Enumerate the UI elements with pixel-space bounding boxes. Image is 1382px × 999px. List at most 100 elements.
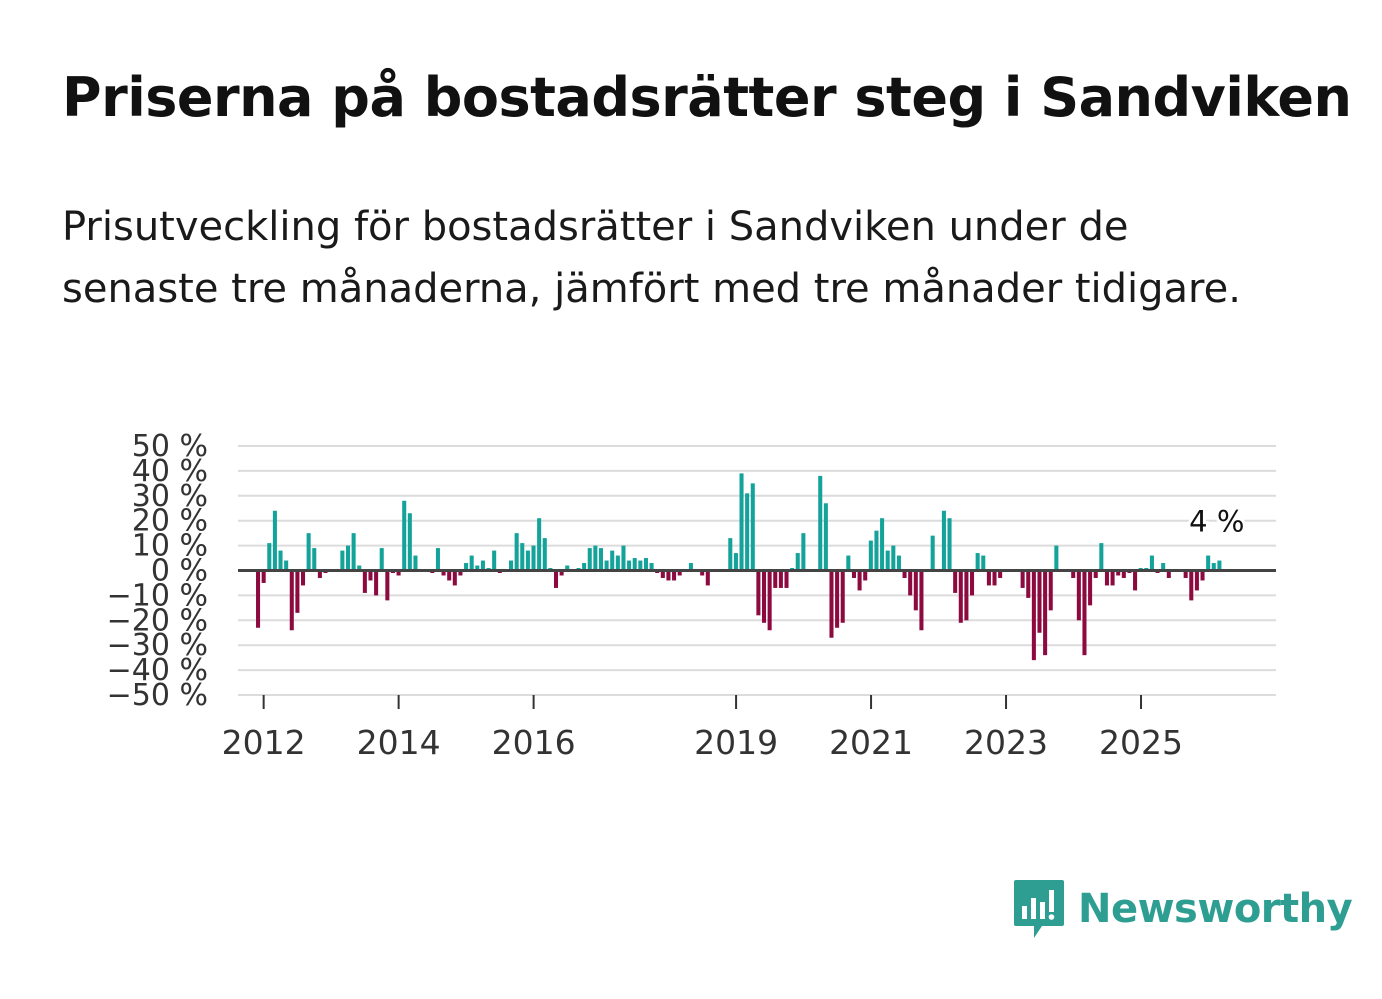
x-tick-label: 2016	[492, 723, 576, 762]
bars	[256, 473, 1222, 661]
bar	[919, 570, 924, 631]
bar	[705, 570, 710, 586]
bar	[632, 558, 637, 571]
y-tick-label: 40 %	[132, 454, 208, 489]
bar	[537, 518, 542, 571]
bar	[553, 570, 559, 588]
bar	[1088, 570, 1093, 606]
y-tick-label: 0 %	[151, 554, 208, 589]
bar	[604, 560, 609, 571]
bar	[643, 558, 648, 571]
bar	[1020, 570, 1025, 588]
y-tick-label: 30 %	[132, 479, 208, 514]
x-tick-label: 2014	[357, 723, 441, 762]
bar	[374, 570, 379, 596]
bar	[1166, 570, 1171, 578]
bar	[531, 545, 536, 571]
bar	[992, 570, 997, 586]
bar	[930, 535, 935, 571]
bar	[345, 545, 351, 571]
y-tick-label: −50 %	[107, 678, 208, 713]
bar	[509, 560, 514, 571]
bar	[593, 545, 598, 571]
bar	[1149, 555, 1154, 571]
bar	[677, 570, 682, 576]
bar	[672, 570, 677, 581]
bar	[750, 483, 755, 571]
bar	[874, 530, 879, 571]
bar	[407, 513, 412, 571]
newsworthy-logo-icon	[1014, 880, 1064, 938]
bar	[1093, 570, 1098, 578]
bar	[1116, 570, 1121, 576]
bar	[1110, 570, 1115, 586]
bar	[953, 570, 958, 593]
bar	[565, 565, 570, 571]
bar	[913, 570, 918, 611]
y-tick-label: −20 %	[107, 603, 208, 638]
bar	[413, 555, 418, 571]
bar	[256, 570, 261, 628]
bar	[829, 570, 834, 638]
bar	[351, 533, 356, 571]
bar	[278, 550, 283, 571]
bar	[688, 563, 693, 571]
bar	[1048, 570, 1053, 611]
bar	[340, 550, 345, 571]
bar	[582, 563, 587, 571]
bar	[756, 570, 761, 616]
bar	[1043, 570, 1048, 656]
bar	[514, 533, 519, 571]
bar	[1082, 570, 1087, 656]
bar	[458, 570, 463, 576]
bar	[447, 570, 452, 581]
y-tick-label: −30 %	[107, 628, 208, 663]
bar	[1031, 570, 1036, 661]
bar	[941, 510, 946, 571]
bar	[1189, 570, 1194, 601]
bar	[863, 570, 868, 581]
bar	[469, 555, 474, 571]
y-tick-label: 50 %	[132, 429, 208, 464]
chart-title: Priserna på bostadsrätter steg i Sandvik…	[62, 66, 1352, 129]
bar	[261, 570, 266, 583]
x-tick-label: 2012	[222, 723, 306, 762]
bar	[559, 570, 564, 576]
bar	[312, 548, 317, 571]
bar	[1200, 570, 1205, 581]
bar	[1194, 570, 1199, 591]
bar	[300, 570, 306, 586]
bar	[492, 550, 497, 571]
bar	[745, 493, 750, 571]
bar	[615, 555, 620, 571]
bar	[379, 548, 384, 571]
bar	[880, 518, 885, 571]
bar	[402, 500, 407, 571]
bar	[317, 570, 322, 578]
bar	[1071, 570, 1076, 578]
bar	[385, 570, 390, 601]
bar	[295, 570, 300, 613]
bar	[728, 538, 733, 571]
bar	[396, 570, 401, 576]
bar	[795, 553, 800, 571]
bar	[981, 555, 986, 571]
bar	[1037, 570, 1042, 633]
bar	[666, 570, 671, 581]
bar	[986, 570, 991, 586]
bar	[970, 570, 975, 596]
bar	[598, 548, 604, 571]
last-value-label: 4 %	[1189, 505, 1244, 539]
bar	[362, 570, 367, 593]
bar	[1104, 570, 1109, 586]
bar	[840, 570, 845, 623]
bar	[1026, 570, 1031, 598]
x-tick-label: 2025	[1099, 723, 1183, 762]
bar	[267, 543, 272, 571]
bar	[818, 475, 823, 571]
bar	[947, 518, 952, 571]
bar	[520, 543, 525, 571]
bar	[368, 570, 373, 581]
x-tick-label: 2021	[829, 723, 913, 762]
